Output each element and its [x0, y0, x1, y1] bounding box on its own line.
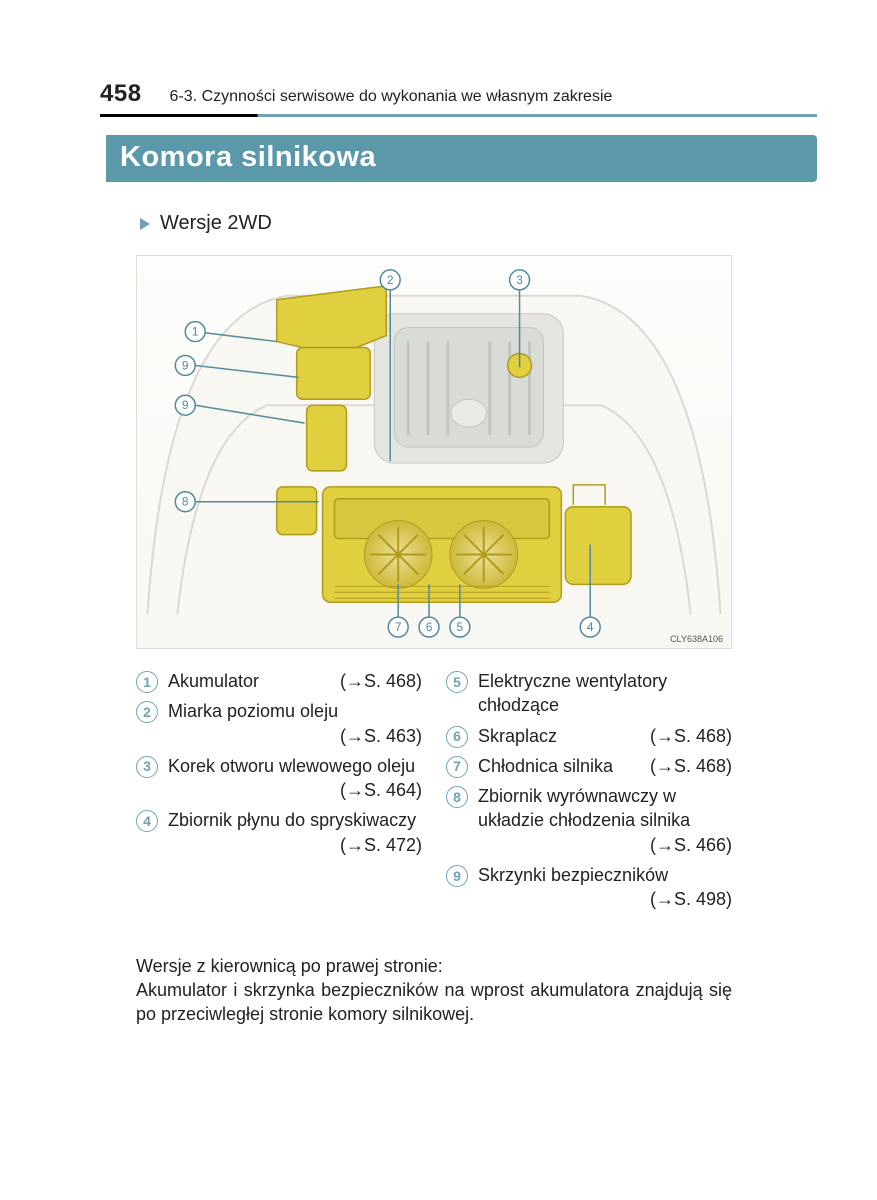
legend-label-block: Chłodnica silnika (→S. 468) — [478, 754, 732, 778]
svg-text:5: 5 — [457, 620, 464, 634]
legend-label-block: Zbiornik płynu do spryskiwaczy(→S. 472) — [168, 808, 422, 857]
svg-text:6: 6 — [426, 620, 433, 634]
note: Wersje z kierownicą po prawej stronie:Ak… — [136, 954, 732, 1027]
subheading: Wersje 2WD — [140, 212, 817, 235]
legend-ref: (→S. 463) — [168, 724, 422, 748]
legend-label-block: Akumulator (→S. 468) — [168, 669, 422, 693]
legend-label: Zbiornik płynu do spryskiwaczy — [168, 808, 422, 832]
legend-ref: (→S. 468) — [650, 754, 732, 778]
legend-label: Akumulator — [168, 671, 259, 691]
legend-right-column: 5 Elektryczne wentylatory chłodzące 6 Skrap… — [446, 663, 732, 918]
legend-item: 9 Skrzynki bezpieczników(→S. 498) — [446, 863, 732, 912]
legend-number: 8 — [446, 786, 468, 808]
legend-label: Elektryczne wentylatory chłodzące — [478, 669, 732, 718]
header-row: 458 6-3. Czynności serwisowe do wykonani… — [100, 80, 817, 108]
note-heading: Wersje z kierownicą po prawej stronie: — [136, 954, 732, 978]
header-rule — [100, 114, 817, 117]
legend-number: 4 — [136, 810, 158, 832]
legend-label: Chłodnica silnika — [478, 756, 613, 776]
legend-number: 5 — [446, 671, 468, 693]
legend-label-block: Elektryczne wentylatory chłodzące — [478, 669, 732, 718]
section-header: 6-3. Czynności serwisowe do wykonania we… — [170, 88, 613, 106]
legend-label-block: Skrzynki bezpieczników(→S. 498) — [478, 863, 732, 912]
legend: 1 Akumulator (→S. 468) 2 Miarka poziomu olej… — [136, 663, 732, 918]
subheading-text: Wersje 2WD — [160, 212, 272, 235]
page-title: Komora silnikowa — [106, 135, 817, 182]
legend-item: 6 Skraplacz (→S. 468) — [446, 724, 732, 748]
legend-label-block: Korek otworu wlewowego oleju(→S. 464) — [168, 754, 422, 803]
legend-label-block: Miarka poziomu oleju(→S. 463) — [168, 699, 422, 748]
svg-text:4: 4 — [587, 620, 594, 634]
legend-ref: (→S. 468) — [340, 669, 422, 693]
svg-text:8: 8 — [182, 495, 189, 509]
legend-ref: (→S. 466) — [478, 833, 732, 857]
page-number: 458 — [100, 80, 142, 108]
svg-text:2: 2 — [387, 273, 394, 287]
legend-number: 7 — [446, 756, 468, 778]
legend-ref: (→S. 472) — [168, 833, 422, 857]
svg-text:7: 7 — [395, 620, 402, 634]
legend-number: 9 — [446, 865, 468, 887]
legend-label-block: Skraplacz (→S. 468) — [478, 724, 732, 748]
legend-ref: (→S. 464) — [168, 778, 422, 802]
legend-ref: (→S. 468) — [650, 724, 732, 748]
legend-number: 6 — [446, 726, 468, 748]
legend-number: 1 — [136, 671, 158, 693]
legend-ref: (→S. 498) — [478, 887, 732, 911]
legend-item: 3 Korek otworu wlewowego oleju(→S. 464) — [136, 754, 422, 803]
figure-code: CLY638A106 — [670, 634, 723, 644]
legend-item: 7 Chłodnica silnika (→S. 468) — [446, 754, 732, 778]
svg-text:9: 9 — [182, 398, 189, 412]
legend-label: Skraplacz — [478, 726, 557, 746]
note-body: Akumulator i skrzynka bezpieczników na w… — [136, 978, 732, 1027]
legend-label: Korek otworu wlewowego oleju — [168, 754, 422, 778]
legend-item: 8 Zbiornik wyrównawczy w układzie chłodze… — [446, 784, 732, 857]
svg-text:3: 3 — [516, 273, 523, 287]
legend-item: 4 Zbiornik płynu do spryskiwaczy(→S. 472) — [136, 808, 422, 857]
legend-left-column: 1 Akumulator (→S. 468) 2 Miarka poziomu olej… — [136, 663, 422, 918]
legend-label: Zbiornik wyrównawczy w układzie chłodzen… — [478, 784, 732, 833]
page: 458 6-3. Czynności serwisowe do wykonani… — [0, 0, 877, 1087]
svg-text:9: 9 — [182, 358, 189, 372]
legend-label: Skrzynki bezpieczników — [478, 863, 732, 887]
legend-label-block: Zbiornik wyrównawczy w układzie chłodzen… — [478, 784, 732, 857]
legend-number: 3 — [136, 756, 158, 778]
legend-item: 1 Akumulator (→S. 468) — [136, 669, 422, 693]
engine-diagram: 1 2 3 4 5 6 7 8 9 9 CLY638A106 — [136, 255, 732, 649]
legend-item: 2 Miarka poziomu oleju(→S. 463) — [136, 699, 422, 748]
legend-label: Miarka poziomu oleju — [168, 699, 422, 723]
svg-text:1: 1 — [192, 325, 199, 339]
engine-svg: 1 2 3 4 5 6 7 8 9 9 — [137, 256, 731, 648]
legend-item: 5 Elektryczne wentylatory chłodzące — [446, 669, 732, 718]
legend-number: 2 — [136, 701, 158, 723]
triangle-icon — [140, 218, 150, 230]
